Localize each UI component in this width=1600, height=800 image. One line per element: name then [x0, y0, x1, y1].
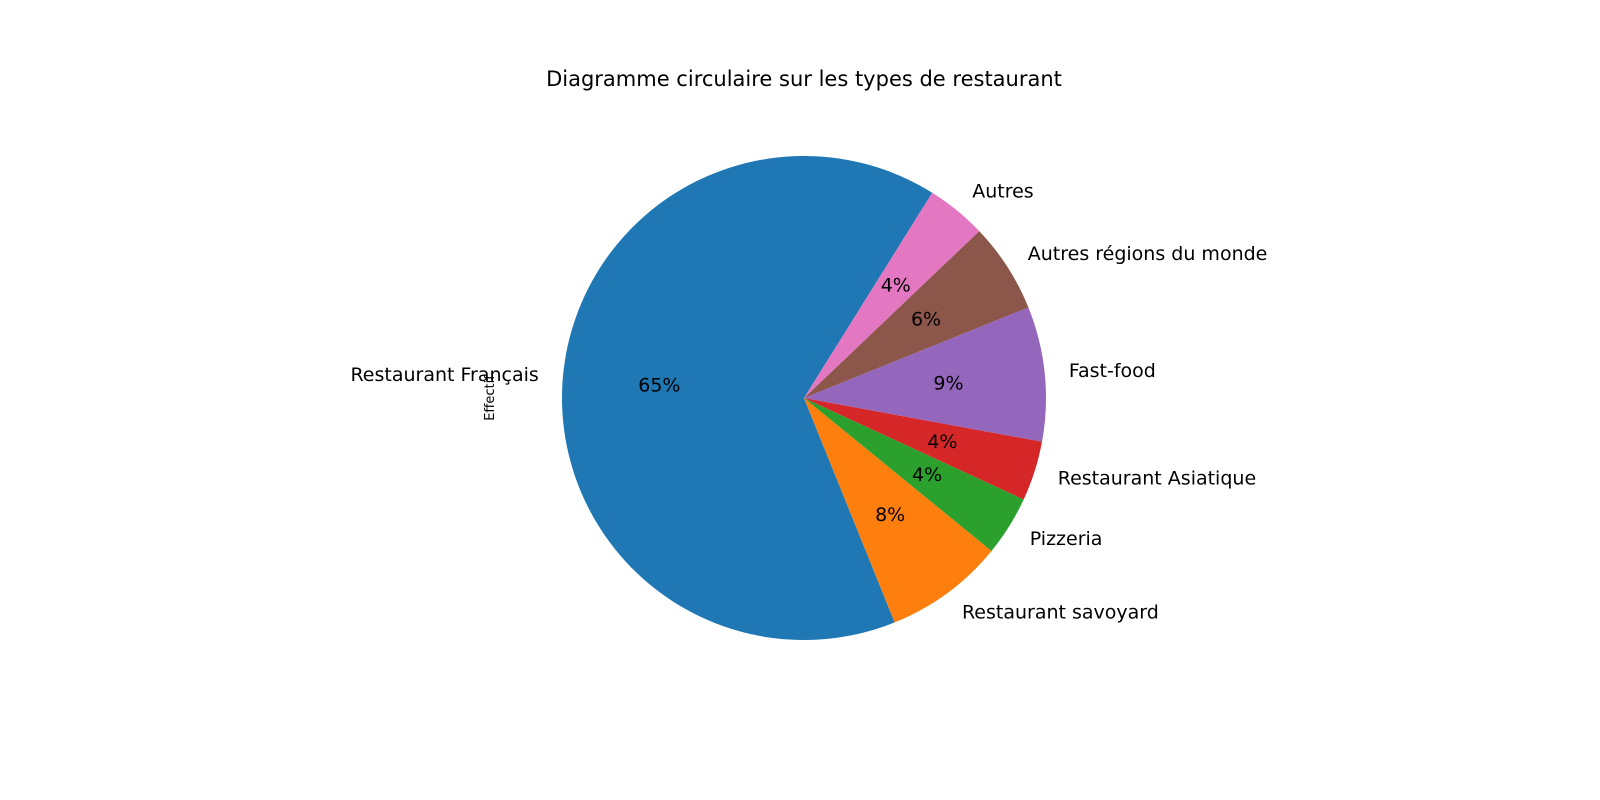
slice-category-label: Restaurant savoyard [962, 601, 1159, 623]
slice-percent-label: 65% [638, 374, 680, 396]
slice-category-label: Fast-food [1069, 360, 1156, 382]
pie-slice [561, 155, 933, 640]
slice-percent-label: 4% [927, 431, 957, 453]
pie-slice [804, 231, 1029, 398]
pie-slice [804, 192, 980, 398]
pie-slice [804, 307, 1047, 442]
slice-percent-label: 6% [911, 308, 941, 330]
y-axis-label: Effectif [483, 375, 498, 421]
slice-percent-label: 9% [933, 372, 963, 394]
slice-category-label: Restaurant Asiatique [1058, 467, 1256, 489]
slice-percent-label: 4% [881, 274, 911, 296]
pie-slice [804, 398, 1024, 551]
slice-percent-label: 8% [875, 504, 905, 526]
slice-percent-label: 4% [912, 464, 942, 486]
pie-slice [804, 398, 1043, 500]
pie-labels: 65% Restaurant Français 8% Restaurant savoy… [350, 181, 1267, 624]
slice-category-label: Autres [972, 181, 1033, 203]
slice-category-label: Autres régions du monde [1028, 243, 1268, 265]
chart-title: Diagramme circulaire sur les types de re… [546, 67, 1062, 91]
slice-category-label: Pizzeria [1030, 528, 1103, 550]
pie-slices [561, 155, 1047, 640]
slice-category-label: Restaurant Français [350, 364, 538, 386]
pie-slice [804, 398, 992, 623]
